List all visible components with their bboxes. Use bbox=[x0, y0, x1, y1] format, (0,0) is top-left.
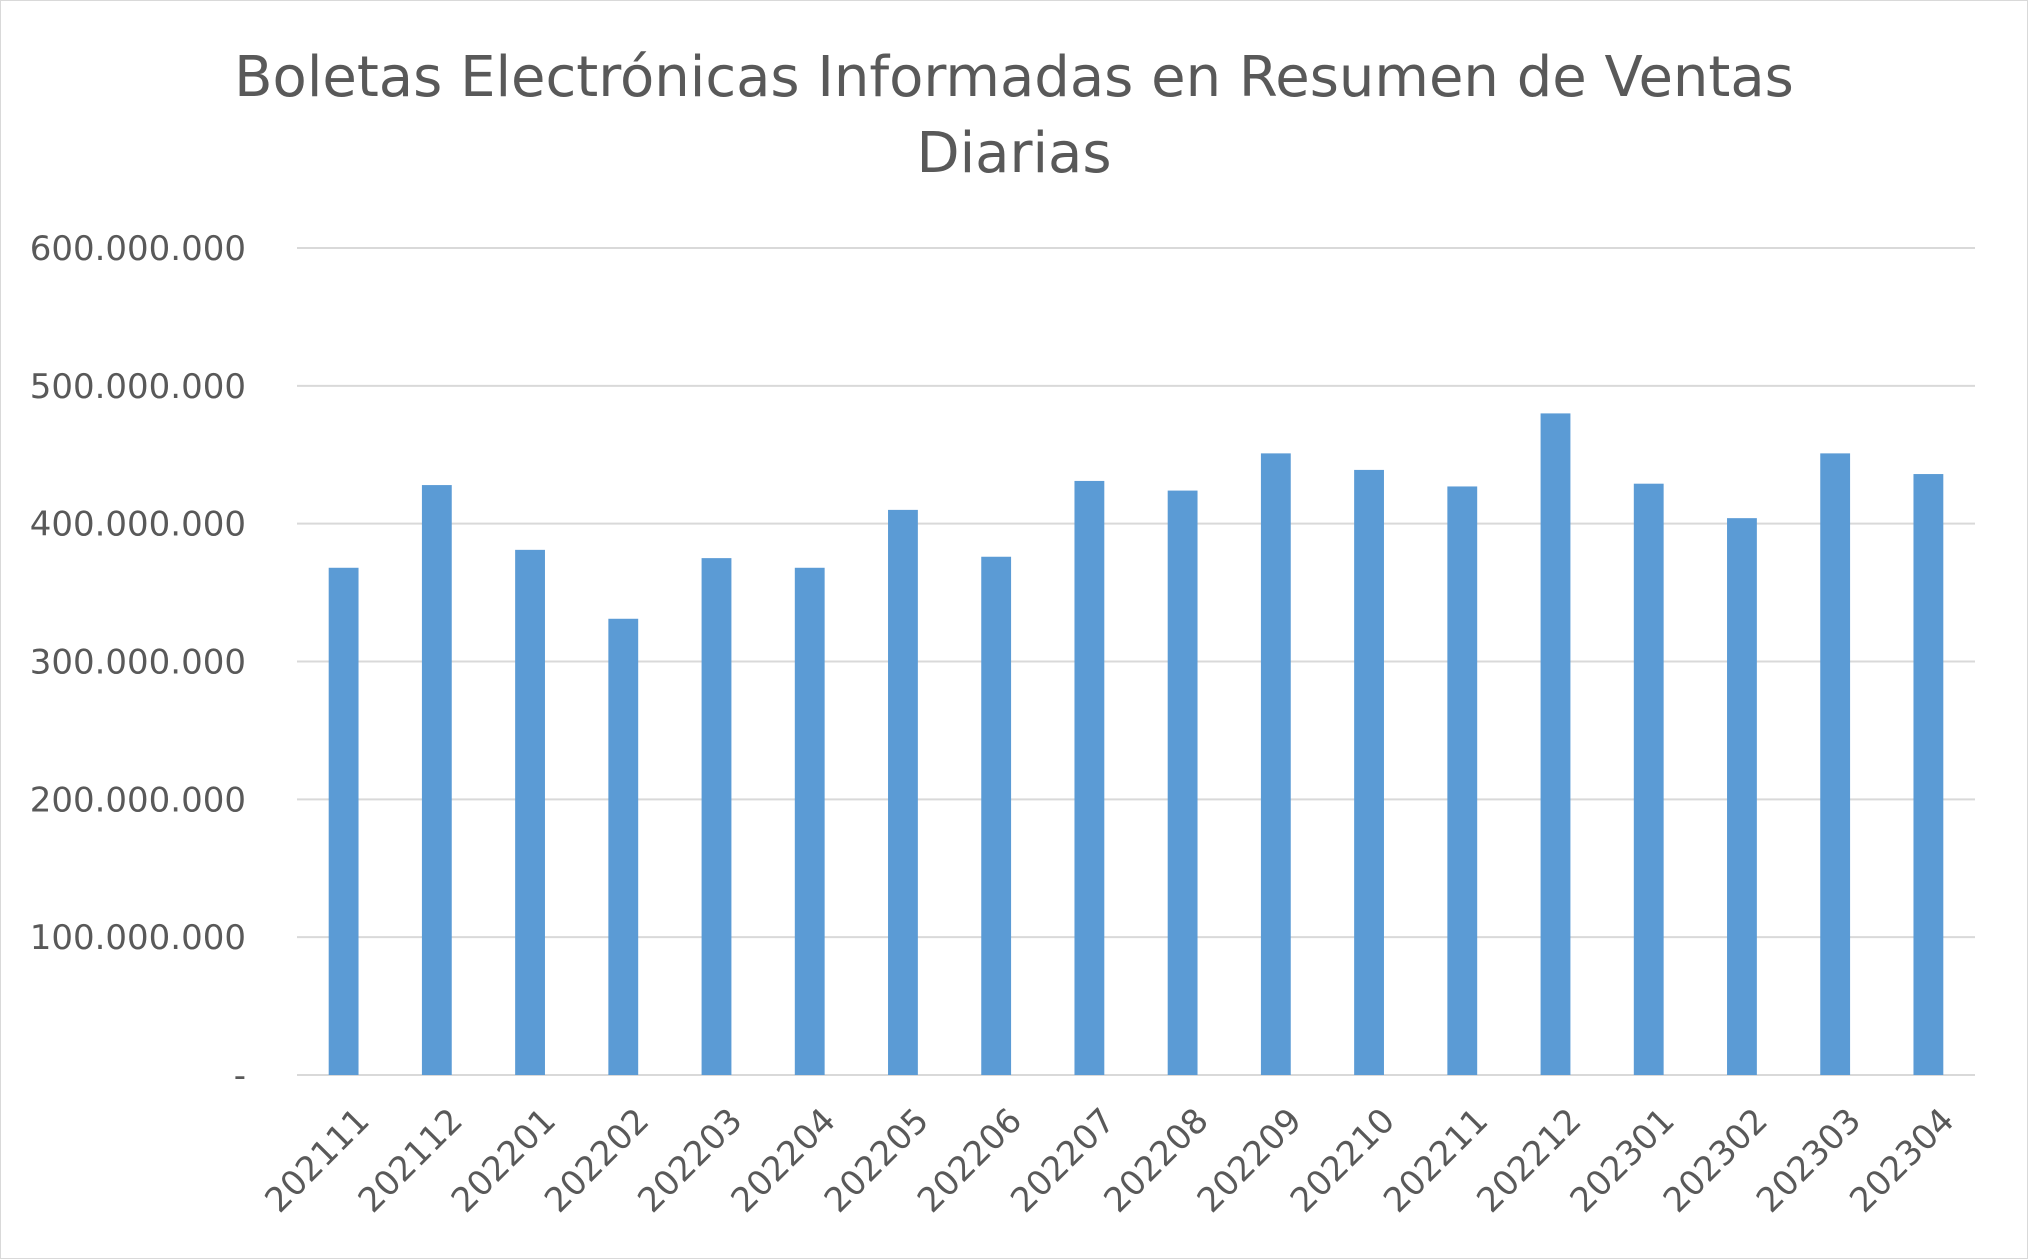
bar-202210 bbox=[1354, 469, 1384, 1076]
x-tick-label: 202302 bbox=[1656, 1101, 1776, 1221]
y-tick-label: 400.000.000 bbox=[30, 505, 246, 545]
x-tick-label: 202303 bbox=[1749, 1101, 1869, 1221]
x-tick-label: 202210 bbox=[1283, 1101, 1403, 1221]
x-tick-label: 202211 bbox=[1376, 1101, 1496, 1221]
bar-202201 bbox=[515, 549, 545, 1075]
bar-202302 bbox=[1727, 518, 1757, 1075]
bar-202304 bbox=[1913, 474, 1944, 1076]
x-tick-label: 202202 bbox=[537, 1101, 657, 1221]
x-tick-label: 202205 bbox=[817, 1101, 937, 1221]
x-tick-label: 202208 bbox=[1096, 1101, 1216, 1221]
y-tick-label: 300.000.000 bbox=[30, 643, 246, 683]
y-tick-label: 200.000.000 bbox=[30, 780, 246, 820]
chart-title-line-2: Diarias bbox=[916, 121, 1112, 186]
bar-202112 bbox=[421, 485, 452, 1075]
bar-202204 bbox=[794, 567, 825, 1075]
bar-202209 bbox=[1260, 453, 1291, 1075]
x-tick-label: 202304 bbox=[1842, 1101, 1962, 1221]
bar-202211 bbox=[1447, 486, 1478, 1075]
y-tick-label: 100.000.000 bbox=[30, 918, 246, 958]
bar-202202 bbox=[608, 618, 639, 1075]
y-tick-label: 500.000.000 bbox=[30, 367, 246, 407]
bar-202207 bbox=[1074, 480, 1105, 1075]
x-tick-label: 202112 bbox=[351, 1101, 471, 1221]
chart-title: Boletas Electrónicas Informadas en Resum… bbox=[0, 40, 2028, 192]
x-tick-label: 202204 bbox=[724, 1101, 844, 1221]
y-tick-label: 600.000.000 bbox=[30, 229, 246, 269]
x-axis-tick-labels: 2021112021122022012022022022032022042022… bbox=[257, 1101, 1962, 1221]
bar-202212 bbox=[1540, 413, 1571, 1075]
x-tick-label: 202203 bbox=[630, 1101, 750, 1221]
bar-202208 bbox=[1167, 490, 1198, 1075]
y-tick-label: - bbox=[234, 1056, 246, 1096]
x-tick-label: 202111 bbox=[257, 1101, 377, 1221]
x-tick-label: 202201 bbox=[444, 1101, 564, 1221]
x-tick-label: 202207 bbox=[1003, 1101, 1123, 1221]
chart-title-line-1: Boletas Electrónicas Informadas en Resum… bbox=[234, 45, 1794, 110]
bars bbox=[328, 413, 1944, 1076]
bar-202301 bbox=[1633, 483, 1664, 1075]
x-tick-label: 202206 bbox=[910, 1101, 1030, 1221]
bar-202205 bbox=[888, 509, 918, 1076]
bar-202206 bbox=[981, 556, 1012, 1075]
bar-202303 bbox=[1820, 453, 1851, 1075]
x-tick-label: 202212 bbox=[1469, 1101, 1589, 1221]
x-tick-label: 202209 bbox=[1190, 1101, 1310, 1221]
bar-202203 bbox=[701, 558, 732, 1075]
x-tick-label: 202301 bbox=[1563, 1101, 1683, 1221]
y-axis-tick-labels: - 100.000.000 200.000.000 300.000.000 400.00… bbox=[30, 229, 246, 1096]
bar-202111 bbox=[328, 567, 359, 1075]
gridlines bbox=[297, 247, 1975, 1076]
